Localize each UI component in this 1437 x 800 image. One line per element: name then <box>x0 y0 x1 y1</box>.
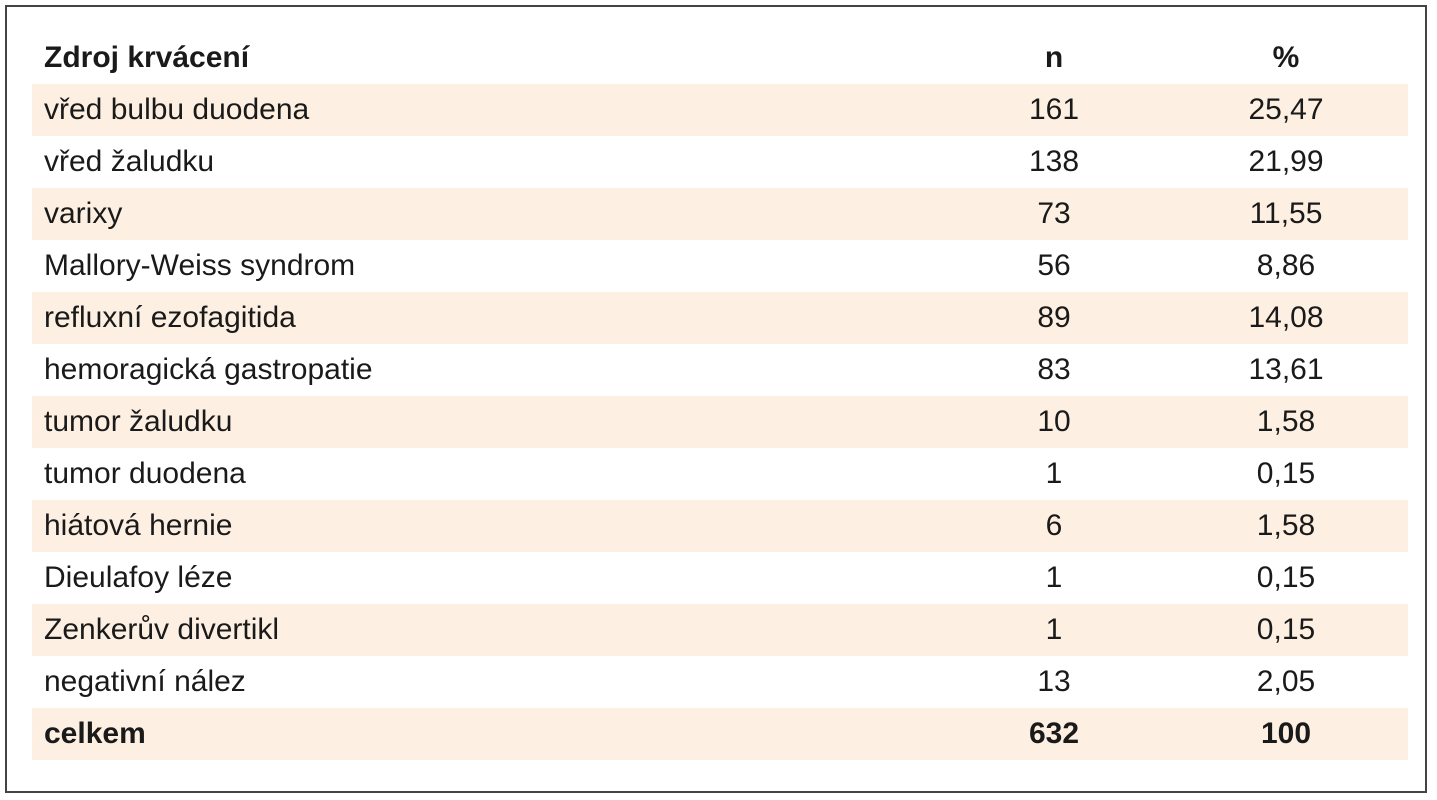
total-cell: 100 <box>1260 717 1312 750</box>
table-cell: 8,86 <box>1256 249 1316 282</box>
table-cell: vřed bulbu duodena <box>44 93 310 126</box>
total-cell: celkem <box>44 717 146 750</box>
table-cell: 161 <box>1028 93 1080 126</box>
table-cell: 0,15 <box>1256 561 1316 594</box>
table-cell: 83 <box>1037 353 1071 386</box>
table-cell: hemoragická gastropatie <box>44 353 373 386</box>
table-row: varixy 73 11,55 <box>32 188 1408 240</box>
table-cell: 13,61 <box>1248 353 1324 386</box>
data-table: Zdroj krvácení n% vřed bulbu duodena 161 25… <box>32 32 1408 760</box>
table-cell: vřed žaludku <box>44 145 215 178</box>
table-cell: 73 <box>1037 197 1071 230</box>
table-row: tumor žaludku 10 1,58 <box>32 396 1408 448</box>
table-cell: 25,47 <box>1248 93 1324 126</box>
table-cell: hiátová hernie <box>44 509 233 542</box>
table-row: Mallory-Weiss syndrom 56 8,86 <box>32 240 1408 292</box>
table-row: negativní nález 13 2,05 <box>32 656 1408 708</box>
header-cell: Zdroj krvácení <box>44 41 250 74</box>
table-cell: Dieulafoy léze <box>44 561 233 594</box>
table-cell: 56 <box>1037 249 1071 282</box>
table-cell: tumor duodena <box>44 457 246 490</box>
table-cell: 0,15 <box>1256 613 1316 646</box>
table-cell: negativní nález <box>44 665 246 698</box>
table-cell: Mallory-Weiss syndrom <box>44 249 356 282</box>
table-cell: 1 <box>1045 457 1063 490</box>
table-row: refluxní ezofagitida 89 14,08 <box>32 292 1408 344</box>
table-frame <box>5 5 1427 793</box>
header-row: Zdroj krvácení n% <box>32 32 1408 84</box>
table-cell: 11,55 <box>1249 197 1323 230</box>
table-cell: 2,05 <box>1256 665 1316 698</box>
table-cell: 1 <box>1045 613 1063 646</box>
table-cell: 13 <box>1037 665 1071 698</box>
table-row: vřed bulbu duodena 161 25,47 <box>32 84 1408 136</box>
header-cell: % <box>1272 41 1300 74</box>
table-cell: tumor žaludku <box>44 405 233 438</box>
table-cell: 6 <box>1045 509 1063 542</box>
table-cell: 10 <box>1037 405 1071 438</box>
total-row: celkem 632 100 <box>32 708 1408 760</box>
table-cell: 138 <box>1028 145 1080 178</box>
table-row: vřed žaludku 138 21,99 <box>32 136 1408 188</box>
table-row: Dieulafoy léze 1 0,15 <box>32 552 1408 604</box>
table-row: Zenkerův divertikl 1 0,15 <box>32 604 1408 656</box>
table-cell: 1,58 <box>1256 405 1316 438</box>
table-cell: 1 <box>1045 561 1063 594</box>
table-row: tumor duodena 1 0,15 <box>32 448 1408 500</box>
table-cell: 1,58 <box>1256 509 1316 542</box>
table-cell: 0,15 <box>1256 457 1316 490</box>
table-cell: Zenkerův divertikl <box>44 613 280 646</box>
table-cell: refluxní ezofagitida <box>44 301 296 334</box>
total-cell: 632 <box>1028 717 1080 750</box>
table-row: hemoragická gastropatie 83 13,61 <box>32 344 1408 396</box>
table-cell: 14,08 <box>1248 301 1324 334</box>
table-cell: 21,99 <box>1248 145 1324 178</box>
header-cell: n <box>1044 41 1064 74</box>
table-cell: varixy <box>44 197 123 230</box>
table-cell: 89 <box>1037 301 1071 334</box>
table-row: hiátová hernie 6 1,58 <box>32 500 1408 552</box>
